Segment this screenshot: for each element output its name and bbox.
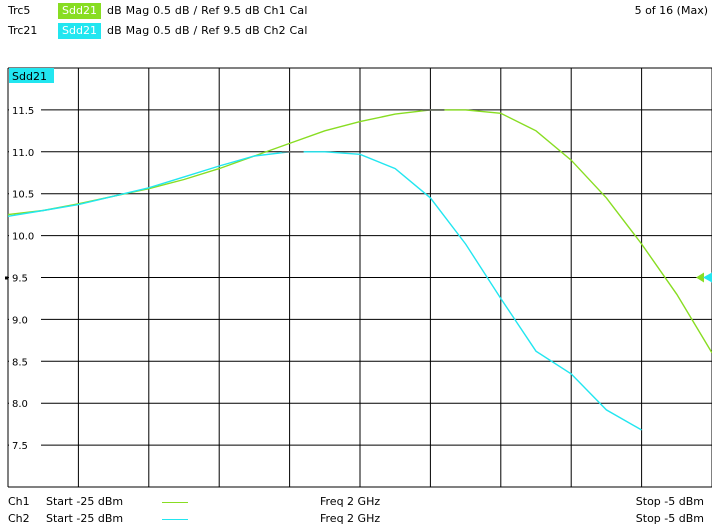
diagram-title-text: Sdd21 bbox=[12, 70, 47, 83]
channel-name: Ch1 bbox=[8, 495, 30, 508]
trace-param-badge[interactable]: Sdd21 bbox=[58, 23, 101, 39]
sweep-stop: Stop -5 dBm bbox=[635, 512, 704, 525]
channel-info-ch2[interactable]: Ch2 Start -25 dBm Freq 2 GHz Stop -5 dBm bbox=[8, 512, 708, 526]
grid bbox=[7, 67, 712, 488]
trace-info-trc5[interactable]: Trc5 Sdd21 dB Mag 0.5 dB / Ref 9.5 dB Ch1 … bbox=[8, 3, 308, 19]
traces bbox=[7, 109, 712, 431]
trace-counter: 5 of 16 (Max) bbox=[634, 4, 708, 17]
sweep-stop: Stop -5 dBm bbox=[635, 495, 704, 508]
trace-info-trc21[interactable]: Trc21 Sdd21 dB Mag 0.5 dB / Ref 9.5 dB Ch2… bbox=[8, 23, 308, 39]
channel-name: Ch2 bbox=[8, 512, 30, 525]
trace-param-badge[interactable]: Sdd21 bbox=[58, 3, 101, 19]
y-tick-label: 8.5 bbox=[12, 357, 28, 368]
y-tick-label-bg bbox=[9, 187, 41, 200]
trace-format: dB Mag 0.5 dB / Ref 9.5 dB Ch2 Cal bbox=[106, 24, 308, 37]
channel-color-line bbox=[162, 502, 188, 503]
ref-level-arrow-ch2 bbox=[703, 272, 712, 283]
y-tick-label: 7.5 bbox=[12, 441, 28, 452]
y-tick-label: 9.0 bbox=[12, 315, 28, 326]
trace-name: Trc5 bbox=[8, 4, 31, 17]
ref-level-arrow-ch1 bbox=[696, 272, 704, 283]
reference-marker[interactable] bbox=[5, 272, 712, 283]
trace-format: dB Mag 0.5 dB / Ref 9.5 dB Ch1 Cal bbox=[106, 4, 308, 17]
y-tick-label: 10.0 bbox=[12, 232, 34, 243]
y-tick-label-bg bbox=[9, 145, 41, 158]
cw-frequency: Freq 2 GHz bbox=[320, 495, 381, 508]
channel-color-line bbox=[162, 519, 188, 520]
diagram-title-bg bbox=[9, 68, 54, 83]
y-tick-label-bg bbox=[9, 397, 41, 410]
y-tick-label: 10.5 bbox=[12, 190, 34, 201]
y-tick-label-bg bbox=[9, 103, 41, 116]
y-tick-label-bg bbox=[9, 229, 41, 242]
trace-name: Trc21 bbox=[8, 24, 38, 37]
y-tick-label: 11.0 bbox=[12, 148, 34, 159]
y-tick-label-bg bbox=[9, 355, 41, 368]
sweep-start: Start -25 dBm bbox=[46, 495, 124, 508]
y-tick-labels: 11.5 11.0 10.5 10.0 9.5 9.0 8.5 8.0 7.5 bbox=[9, 103, 41, 452]
sweep-start: Start -25 dBm bbox=[46, 512, 124, 525]
y-tick-label-bg bbox=[9, 439, 41, 452]
cw-frequency: Freq 2 GHz bbox=[320, 512, 381, 525]
y-tick-label-bg bbox=[9, 271, 41, 284]
diagram-title: Sdd21 bbox=[9, 68, 54, 83]
y-tick-label: 8.0 bbox=[12, 399, 28, 410]
y-tick-label: 9.5 bbox=[12, 274, 28, 285]
y-tick-label-bg bbox=[9, 313, 41, 326]
y-tick-label: 11.5 bbox=[12, 106, 34, 117]
channel-info-ch1[interactable]: Ch1 Start -25 dBm Freq 2 GHz Stop -5 dBm bbox=[8, 495, 708, 509]
trace-line bbox=[7, 151, 642, 431]
ref-level-tick bbox=[5, 276, 8, 280]
